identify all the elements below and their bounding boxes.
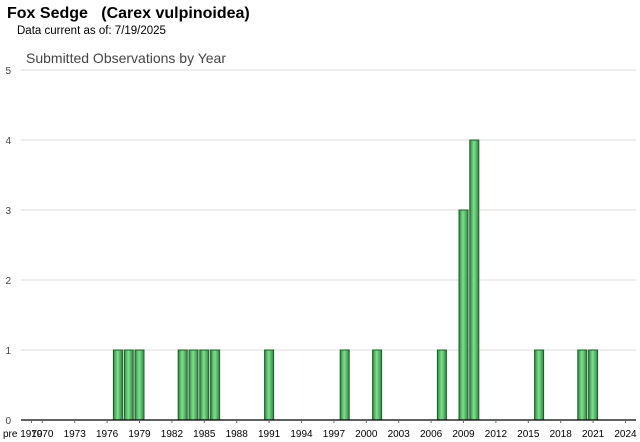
x-tick-label: 2015 xyxy=(517,429,540,440)
x-tick-label: 1988 xyxy=(226,429,249,440)
bar-2007 xyxy=(436,349,447,421)
chart-title: Submitted Observations by Year xyxy=(26,50,227,66)
x-tick-label: 1982 xyxy=(161,429,184,440)
y-tick-label: 3 xyxy=(5,206,11,217)
bar-1986 xyxy=(210,349,221,421)
x-tick-label: 1973 xyxy=(64,429,87,440)
x-tick-label: 2003 xyxy=(388,429,411,440)
x-tick-label: 1991 xyxy=(258,429,281,440)
bar-2020 xyxy=(577,349,588,421)
bar-2010 xyxy=(469,139,480,421)
x-tick-label: 1979 xyxy=(128,429,151,440)
y-tick-label: 5 xyxy=(5,66,11,77)
axes xyxy=(21,419,636,423)
bar-2021 xyxy=(588,349,599,421)
bar-2009 xyxy=(458,209,469,421)
bar-1977 xyxy=(112,349,123,421)
y-tick-label: 2 xyxy=(5,276,11,287)
bar-1978 xyxy=(123,349,134,421)
page-title: Fox Sedge (Carex vulpinoidea) xyxy=(7,5,250,22)
bar-1991 xyxy=(264,349,275,421)
bar-2001 xyxy=(372,349,383,421)
bar-1979 xyxy=(134,349,145,421)
bar-1985 xyxy=(199,349,210,421)
x-tick-label: 1994 xyxy=(290,429,313,440)
x-tick-label: 2012 xyxy=(485,429,508,440)
bar-2016 xyxy=(534,349,545,421)
y-tick-label: 1 xyxy=(5,346,11,357)
bars xyxy=(112,139,599,421)
x-tick-label: 2018 xyxy=(550,429,573,440)
x-tick-label: 2006 xyxy=(420,429,443,440)
x-tick-label: 1997 xyxy=(323,429,346,440)
bar-1998 xyxy=(339,349,350,421)
x-tick-label: 1985 xyxy=(193,429,216,440)
x-tick-label: 2000 xyxy=(355,429,378,440)
bar-1984 xyxy=(188,349,199,421)
x-tick-label: 2009 xyxy=(452,429,475,440)
y-tick-label: 0 xyxy=(5,416,11,427)
x-tick-label: pre 1970 xyxy=(3,429,43,440)
data-date-subtitle: Data current as of: 7/19/2025 xyxy=(17,25,166,37)
x-tick-label: 2024 xyxy=(614,429,637,440)
y-tick-label: 4 xyxy=(5,136,11,147)
bar-1983 xyxy=(177,349,188,421)
x-tick-label: 2021 xyxy=(582,429,605,440)
grid-lines xyxy=(21,69,636,351)
x-tick-label: 1976 xyxy=(96,429,119,440)
x-tick-label: 1970 xyxy=(31,429,54,440)
